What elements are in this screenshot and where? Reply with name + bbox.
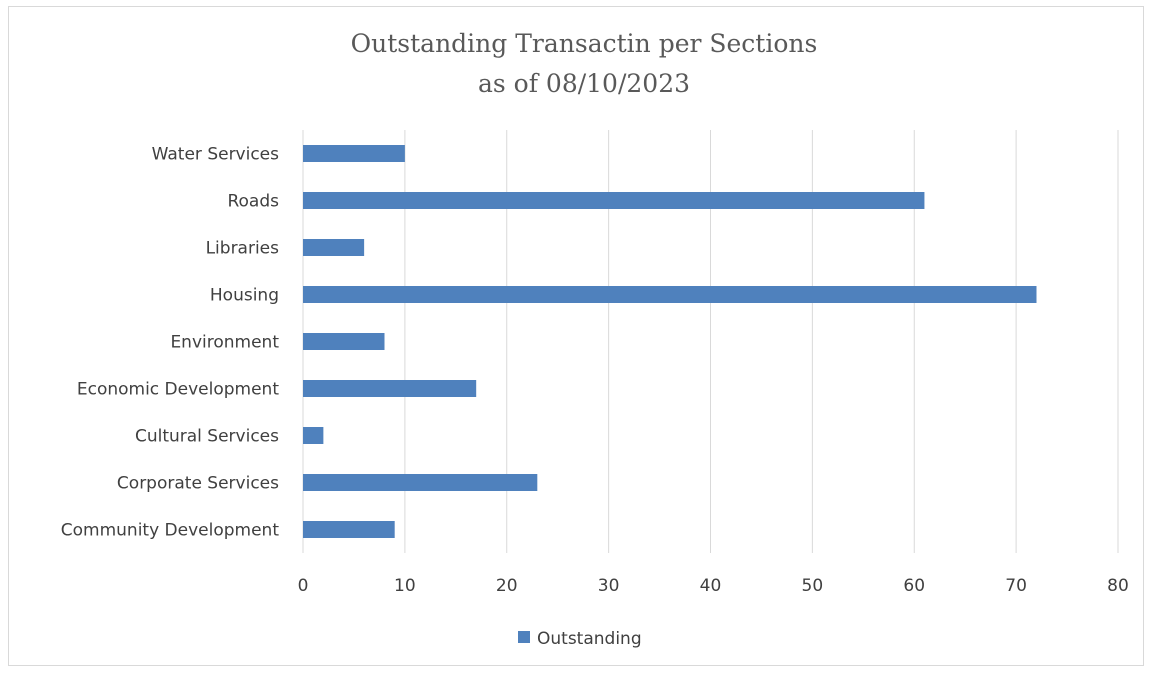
x-tick-label: 40 [700, 576, 722, 596]
chart-frame [8, 6, 1144, 666]
category-label: Cultural Services [135, 427, 279, 447]
category-label: Water Services [152, 145, 279, 165]
category-label: Roads [227, 192, 279, 212]
bar [303, 145, 405, 162]
chart-title: Outstanding Transactin per Sections [351, 29, 818, 58]
x-tick-label: 70 [1005, 576, 1027, 596]
x-tick-label: 50 [802, 576, 824, 596]
category-label: Economic Development [77, 380, 279, 400]
bars [303, 145, 1037, 538]
x-tick-labels: 0 10 20 30 40 50 60 70 80 [298, 576, 1129, 596]
category-label: Community Development [61, 521, 280, 541]
category-label: Corporate Services [117, 474, 279, 494]
chart-subtitle: as of 08/10/2023 [478, 69, 690, 98]
bar [303, 192, 925, 209]
legend-swatch [518, 631, 530, 643]
x-tick-label: 60 [903, 576, 925, 596]
bar [303, 286, 1037, 303]
x-tick-label: 10 [394, 576, 416, 596]
bar [303, 474, 538, 491]
x-tick-label: 80 [1107, 576, 1129, 596]
bar [303, 427, 324, 444]
bar [303, 380, 477, 397]
category-label: Housing [210, 286, 279, 306]
bar [303, 521, 395, 538]
x-tick-label: 20 [496, 576, 518, 596]
x-tick-label: 30 [598, 576, 620, 596]
category-labels: Water Services Roads Libraries Housing Envir… [61, 145, 280, 541]
legend: Outstanding [518, 629, 642, 649]
legend-label: Outstanding [537, 629, 642, 649]
x-tick-label: 0 [298, 576, 309, 596]
category-label: Environment [170, 333, 279, 353]
category-label: Libraries [206, 239, 280, 259]
bar [303, 333, 385, 350]
bar [303, 239, 365, 256]
